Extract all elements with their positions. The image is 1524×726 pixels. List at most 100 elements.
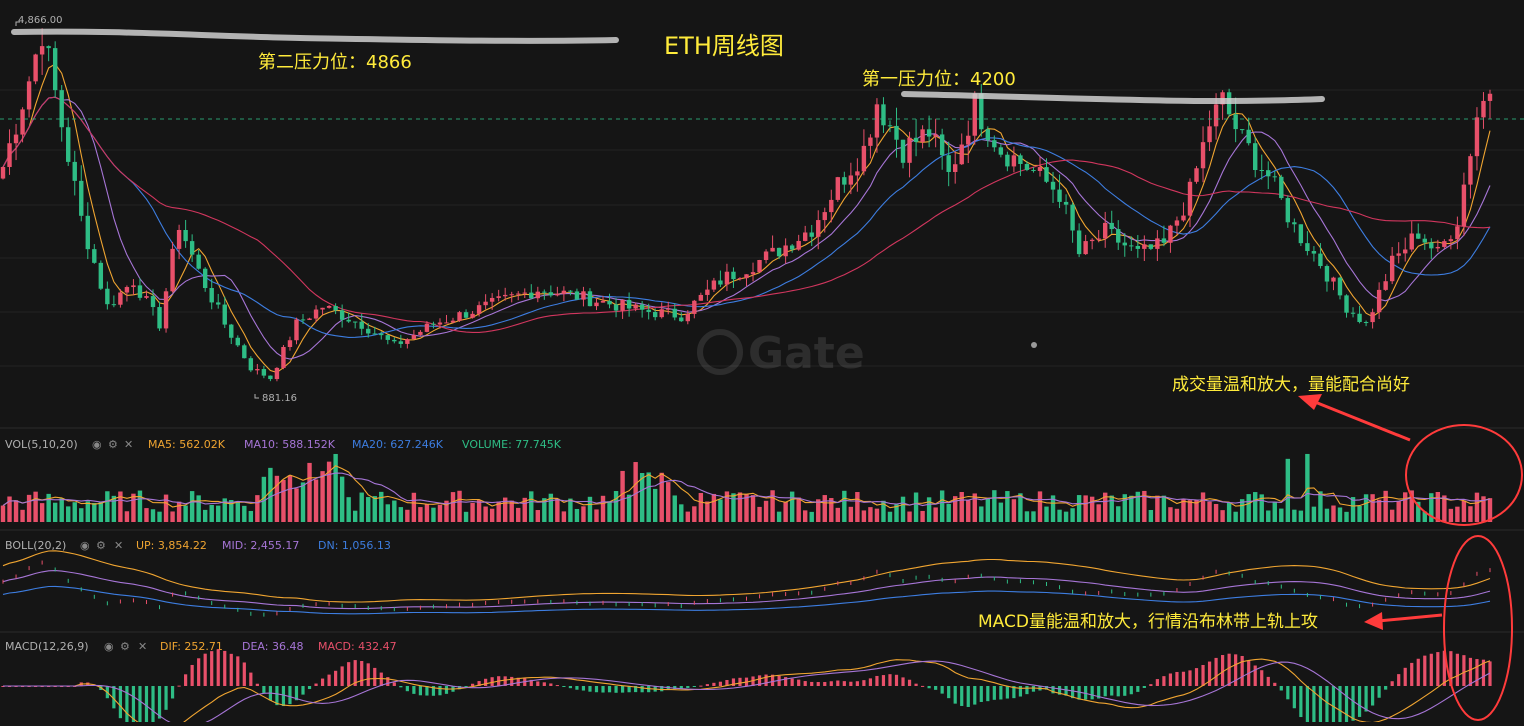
volume-bar <box>1070 508 1075 522</box>
macd-bar <box>960 686 964 706</box>
macd-bar <box>1253 665 1257 686</box>
candle-body <box>1168 225 1173 243</box>
macd-bar <box>634 686 638 693</box>
macd-bar <box>112 686 116 709</box>
volume-bar <box>209 505 214 522</box>
candle-body <box>1331 277 1336 282</box>
macd-bar <box>953 686 957 704</box>
candle-body <box>561 290 567 294</box>
macd-bar <box>731 678 736 686</box>
candle-body <box>607 300 612 305</box>
candle-body <box>46 46 51 49</box>
volume-bar <box>1181 499 1186 522</box>
macd-bar <box>301 686 305 695</box>
candle-body <box>170 248 175 292</box>
volume-bar <box>1383 490 1388 522</box>
macd-bar <box>1181 671 1186 686</box>
candle-body <box>66 127 71 162</box>
volume-bar <box>757 506 762 522</box>
volume-bar <box>1239 499 1245 522</box>
macd-bar <box>170 686 175 699</box>
volume-bar <box>1168 507 1173 522</box>
macd-bar <box>1403 667 1407 686</box>
candle-body <box>666 308 671 310</box>
macd-bar <box>575 686 579 690</box>
macd-bar <box>418 686 423 696</box>
volume-bar <box>1429 493 1434 522</box>
macd-bar <box>1051 686 1055 694</box>
macd-bar <box>725 679 729 686</box>
candle-body <box>894 125 899 140</box>
candle-body <box>1070 204 1075 231</box>
macd-bar <box>1357 686 1362 717</box>
macd-bar <box>1397 674 1401 686</box>
macd-bar <box>294 686 299 701</box>
candle-body <box>822 212 827 221</box>
macd-bar <box>718 681 723 686</box>
volume-bar <box>216 505 221 522</box>
volume-bar <box>900 496 906 522</box>
volume-bar <box>287 475 293 522</box>
macd-bar <box>555 685 559 687</box>
volume-bar <box>1376 499 1382 522</box>
volume-bar <box>457 490 462 522</box>
volume-bar <box>326 461 332 522</box>
macd-bar <box>1384 686 1388 690</box>
macd-bar <box>1273 682 1277 686</box>
candle-body <box>405 339 410 344</box>
candle-body <box>516 293 521 295</box>
volume-bar <box>144 508 149 522</box>
macd-bar <box>236 656 240 686</box>
candle-body <box>33 54 38 82</box>
volume-bar <box>1063 511 1069 522</box>
macd-bar <box>1305 686 1309 723</box>
candle-body <box>1103 222 1108 239</box>
candle-body <box>294 319 299 341</box>
candle-body <box>372 333 377 335</box>
candle-body <box>111 304 117 306</box>
candle-body <box>802 232 808 241</box>
macd-bar <box>536 681 540 686</box>
macd-bar <box>692 686 696 687</box>
volume-bar <box>20 509 25 522</box>
candle-body <box>1246 129 1251 144</box>
volume-bar <box>816 499 821 522</box>
candle-body <box>1383 281 1388 290</box>
macd-bar <box>288 686 292 705</box>
candle-body <box>600 300 606 303</box>
volume-bar <box>1005 491 1010 522</box>
macd-bar <box>1318 686 1323 726</box>
macd-bar <box>164 686 168 710</box>
macd-histogram <box>1 649 1492 726</box>
candle-body <box>874 104 880 138</box>
candle-body <box>587 291 593 307</box>
candle-body <box>1442 241 1447 247</box>
macd-bar <box>1064 686 1068 696</box>
volume-bar <box>1403 492 1408 522</box>
macd-bar <box>862 680 866 686</box>
macd-bar <box>1142 686 1146 688</box>
volume-bar <box>920 510 925 522</box>
volume-bar <box>705 501 710 522</box>
macd-bar <box>151 686 155 725</box>
candle-body <box>1324 266 1330 282</box>
candle-body <box>333 306 338 311</box>
eye-icon: ◉ <box>104 640 114 653</box>
macd-bar <box>1110 686 1114 696</box>
volume-bar <box>979 506 984 522</box>
macd-bar <box>144 686 149 726</box>
candle-body <box>848 175 854 185</box>
candle-body <box>842 177 847 185</box>
candle-body <box>118 292 123 305</box>
macd-bar <box>379 672 383 686</box>
macd-bar <box>855 681 859 686</box>
macd-bar <box>438 686 442 696</box>
volume-bar <box>1103 492 1108 522</box>
candle-body <box>1018 155 1023 164</box>
candle-body <box>183 230 188 242</box>
candle-body <box>339 310 345 320</box>
macd-bar <box>999 686 1003 700</box>
candle-body <box>1396 253 1401 256</box>
volume-bar <box>881 500 886 522</box>
